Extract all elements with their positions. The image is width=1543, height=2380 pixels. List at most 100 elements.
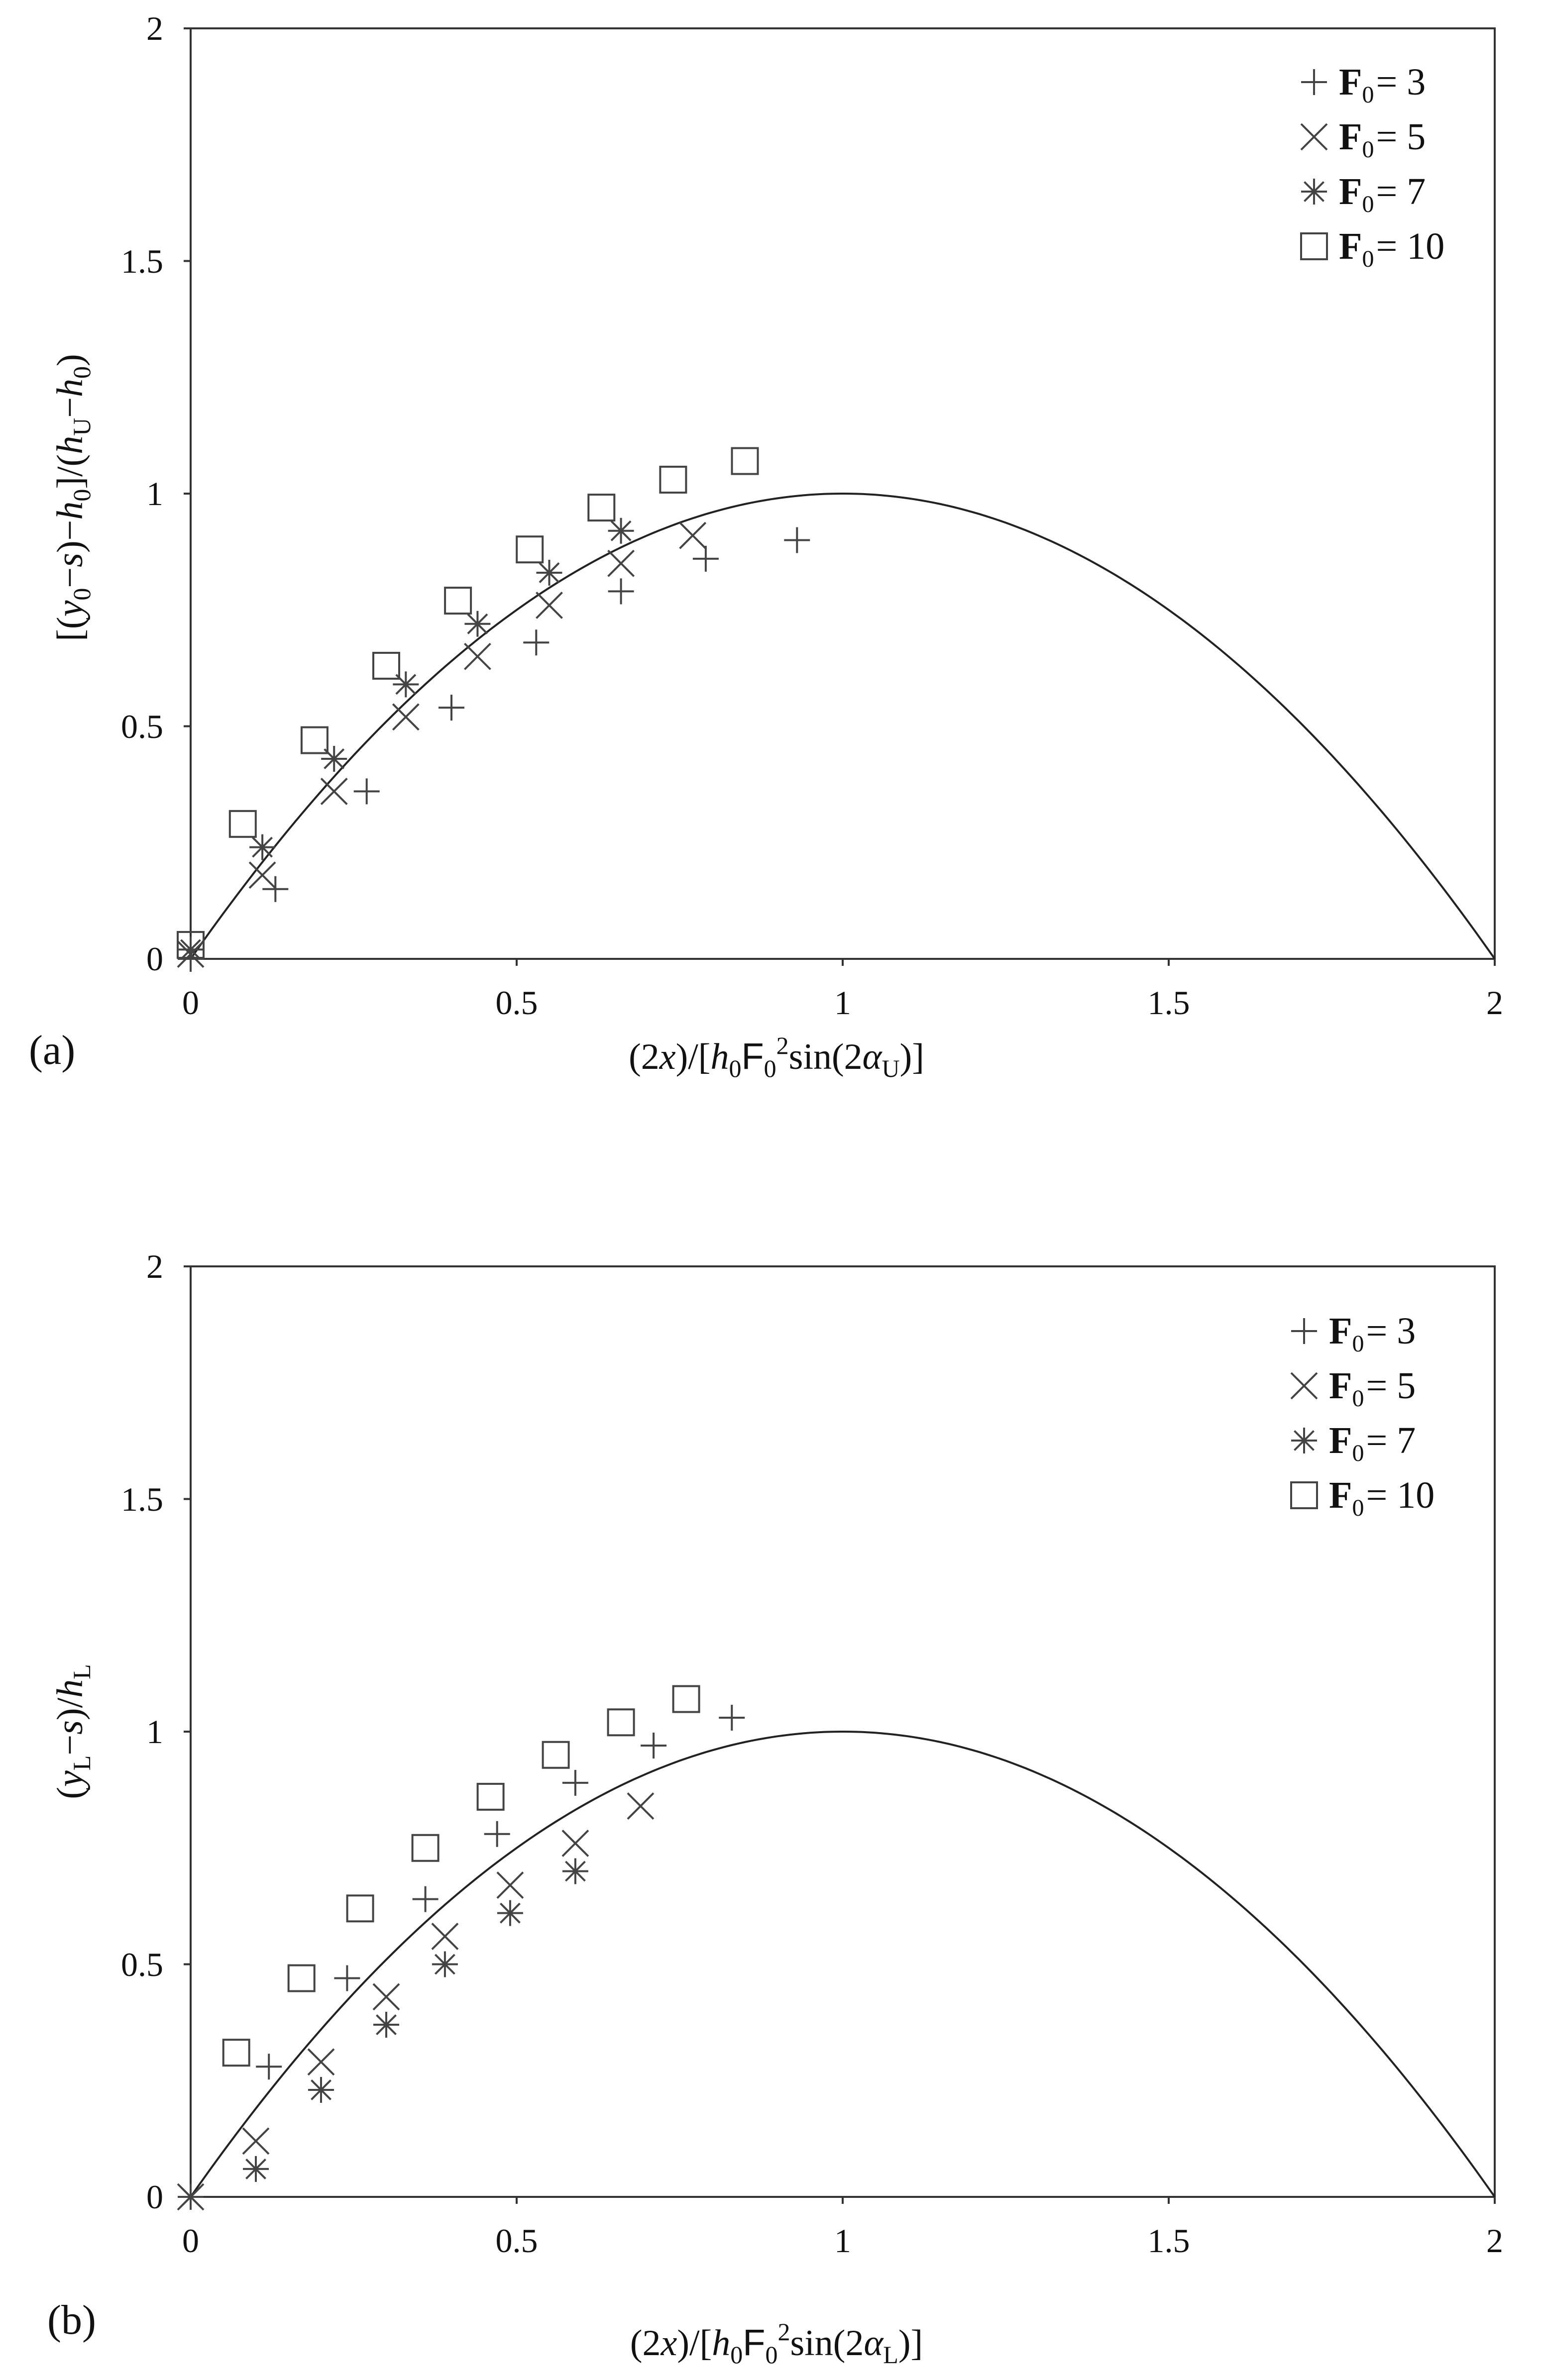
- legend-label: F0= 7: [1339, 171, 1426, 217]
- data-point-cross: [627, 1792, 655, 1820]
- data-point-square: [287, 1964, 316, 1992]
- legend-label: F0= 5: [1339, 116, 1426, 163]
- data-point-cross-stroke: [242, 2127, 270, 2155]
- data-point-square: [177, 931, 205, 959]
- data-point-plus: [334, 1965, 360, 1991]
- data-point-plus: [439, 695, 464, 721]
- data-point-cross: [463, 642, 491, 670]
- data-point-square: [228, 810, 257, 838]
- x-tick-label: 0: [182, 984, 199, 1022]
- y-tick-label: 0.5: [121, 1946, 163, 1983]
- data-point-square: [659, 465, 687, 494]
- data-point-cross: [496, 1871, 524, 1899]
- data-point-square-box: [444, 587, 472, 615]
- data-point-asterisk-stroke: [434, 1954, 455, 1975]
- data-point-asterisk: [178, 2184, 204, 2210]
- data-point-square-box: [287, 1964, 316, 1992]
- data-point-square: [222, 2039, 250, 2067]
- data-point-cross: [320, 777, 348, 805]
- data-point-square: [672, 1685, 700, 1713]
- data-point-cross-stroke: [248, 861, 276, 889]
- data-point-asterisk-stroke: [564, 1861, 586, 1882]
- data-markers: [177, 447, 810, 972]
- data-point-asterisk: [608, 517, 634, 544]
- data-point-cross-stroke: [463, 642, 491, 670]
- theory-curve: [190, 492, 1496, 960]
- data-point-asterisk: [464, 611, 491, 637]
- data-point-cross: [242, 2127, 270, 2155]
- legend-marker-cross-stroke: [1290, 1372, 1318, 1400]
- data-point-square-box: [587, 494, 616, 522]
- panel-label: (b): [47, 2297, 96, 2343]
- data-point-plus: [784, 527, 810, 553]
- x-tick-label: 1.5: [1148, 984, 1190, 1022]
- data-point-plus: [523, 629, 550, 656]
- data-point-asterisk-stroke: [499, 1902, 521, 1924]
- data-point-square-box: [607, 1708, 635, 1737]
- legend-marker-asterisk-stroke: [1304, 181, 1324, 202]
- legend-marker-cross: [1300, 123, 1328, 151]
- data-markers: [177, 1685, 745, 2211]
- data-point-cross: [248, 861, 276, 889]
- data-point-square: [587, 494, 616, 522]
- data-point-asterisk-stroke: [180, 2186, 201, 2207]
- data-point-cross-stroke: [320, 777, 348, 805]
- data-point-square-box: [476, 1782, 505, 1811]
- legend-marker-asterisk: [1291, 1428, 1317, 1453]
- legend-marker-asterisk: [1301, 179, 1327, 205]
- tick-marks: [184, 27, 1496, 966]
- data-point-cross: [679, 521, 707, 549]
- data-point-cross-stroke: [496, 1871, 524, 1899]
- data-point-square: [346, 1894, 374, 1923]
- x-axis-label: (2x)/[h0F02sin(2αL)]: [630, 2318, 923, 2369]
- data-point-asterisk: [393, 671, 419, 698]
- data-point-square-box: [411, 1834, 440, 1862]
- data-point-plus: [262, 876, 289, 902]
- panel-b: 0 0.5 1 1.5 2 0 0.5 1 1.5 2 F0= 3 F0= 5 …: [47, 1247, 1503, 2369]
- data-point-asterisk-stroke: [324, 748, 345, 769]
- data-point-square: [300, 726, 329, 754]
- data-point-cross: [536, 591, 563, 619]
- theory-curve: [190, 1730, 1496, 2198]
- legend: F0= 3 F0= 5 F0= 7 F0= 10: [1300, 61, 1444, 272]
- legend-marker-cross: [1290, 1372, 1318, 1400]
- data-point-cross: [431, 1922, 459, 1950]
- legend-label: F0= 5: [1329, 1365, 1416, 1412]
- legend-marker-plus: [1301, 69, 1327, 95]
- data-point-plus: [412, 1886, 439, 1912]
- legend-symbol-cross: [1300, 123, 1328, 151]
- data-point-square-box: [542, 1741, 570, 1769]
- data-point-square-box: [672, 1685, 700, 1713]
- legend-marker-square-box: [1300, 232, 1328, 260]
- data-point-asterisk-stroke: [610, 520, 632, 541]
- legend-symbol-cross: [1290, 1372, 1318, 1400]
- data-point-cross: [307, 2048, 335, 2076]
- data-point-square-box: [222, 2039, 250, 2067]
- legend-label: F0= 10: [1339, 225, 1444, 272]
- data-point-plus: [562, 1769, 588, 1796]
- legend-symbol-square: [1290, 1481, 1318, 1509]
- data-point-asterisk: [321, 745, 347, 772]
- data-point-cross: [372, 1983, 400, 2011]
- data-point-cross-stroke: [307, 2048, 335, 2076]
- y-tick-label: 1: [146, 1713, 163, 1751]
- legend-marker-square-box: [1290, 1481, 1318, 1509]
- data-point-asterisk-stroke: [395, 674, 417, 695]
- panel-label: (a): [29, 1027, 75, 1073]
- x-tick-label: 1: [834, 984, 851, 1022]
- data-point-asterisk: [497, 1900, 523, 1926]
- data-point-square: [444, 587, 472, 615]
- legend-marker-asterisk-stroke: [1294, 1430, 1315, 1451]
- data-point-asterisk-stroke: [245, 2158, 266, 2179]
- data-point-square-box: [516, 535, 544, 564]
- data-point-square-box: [659, 465, 687, 494]
- data-point-cross-stroke: [431, 1922, 459, 1950]
- data-point-square-box: [346, 1894, 374, 1923]
- data-point-square-box: [300, 726, 329, 754]
- legend: F0= 3 F0= 5 F0= 7 F0= 10: [1290, 1310, 1434, 1521]
- data-point-asterisk: [308, 2076, 334, 2103]
- legend-symbol-square: [1300, 232, 1328, 260]
- data-point-asterisk: [562, 1858, 588, 1884]
- data-point-square: [372, 651, 400, 680]
- legend-marker-cross-stroke: [1300, 123, 1328, 151]
